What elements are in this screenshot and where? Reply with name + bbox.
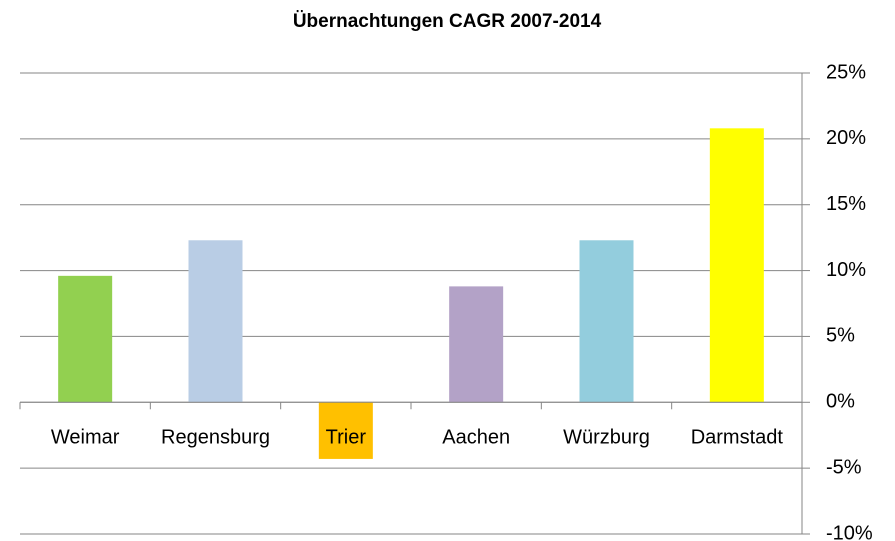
x-tick-label: Würzburg bbox=[563, 427, 650, 449]
x-tick-label: Darmstadt bbox=[691, 427, 784, 449]
bar bbox=[58, 275, 113, 403]
bar bbox=[709, 128, 764, 403]
chart-title: Übernachtungen CAGR 2007-2014 bbox=[293, 11, 602, 32]
bar bbox=[449, 286, 504, 403]
x-tick-label: Aachen bbox=[442, 427, 510, 449]
y-tick-label: 0% bbox=[826, 391, 855, 413]
y-tick-label: -5% bbox=[826, 456, 862, 478]
bar bbox=[188, 240, 243, 403]
y-tick-label: 5% bbox=[826, 325, 855, 347]
y-tick-label: 25% bbox=[826, 61, 866, 83]
x-tick-label: Trier bbox=[326, 427, 367, 449]
y-tick-label: 15% bbox=[826, 193, 866, 215]
x-tick-label: Weimar bbox=[51, 427, 120, 449]
bar bbox=[579, 240, 634, 403]
y-tick-label: 10% bbox=[826, 259, 866, 281]
x-tick-label: Regensburg bbox=[161, 427, 270, 449]
y-tick-label: 20% bbox=[826, 127, 866, 149]
y-tick-label: -10% bbox=[826, 522, 873, 541]
bar bbox=[318, 402, 373, 459]
